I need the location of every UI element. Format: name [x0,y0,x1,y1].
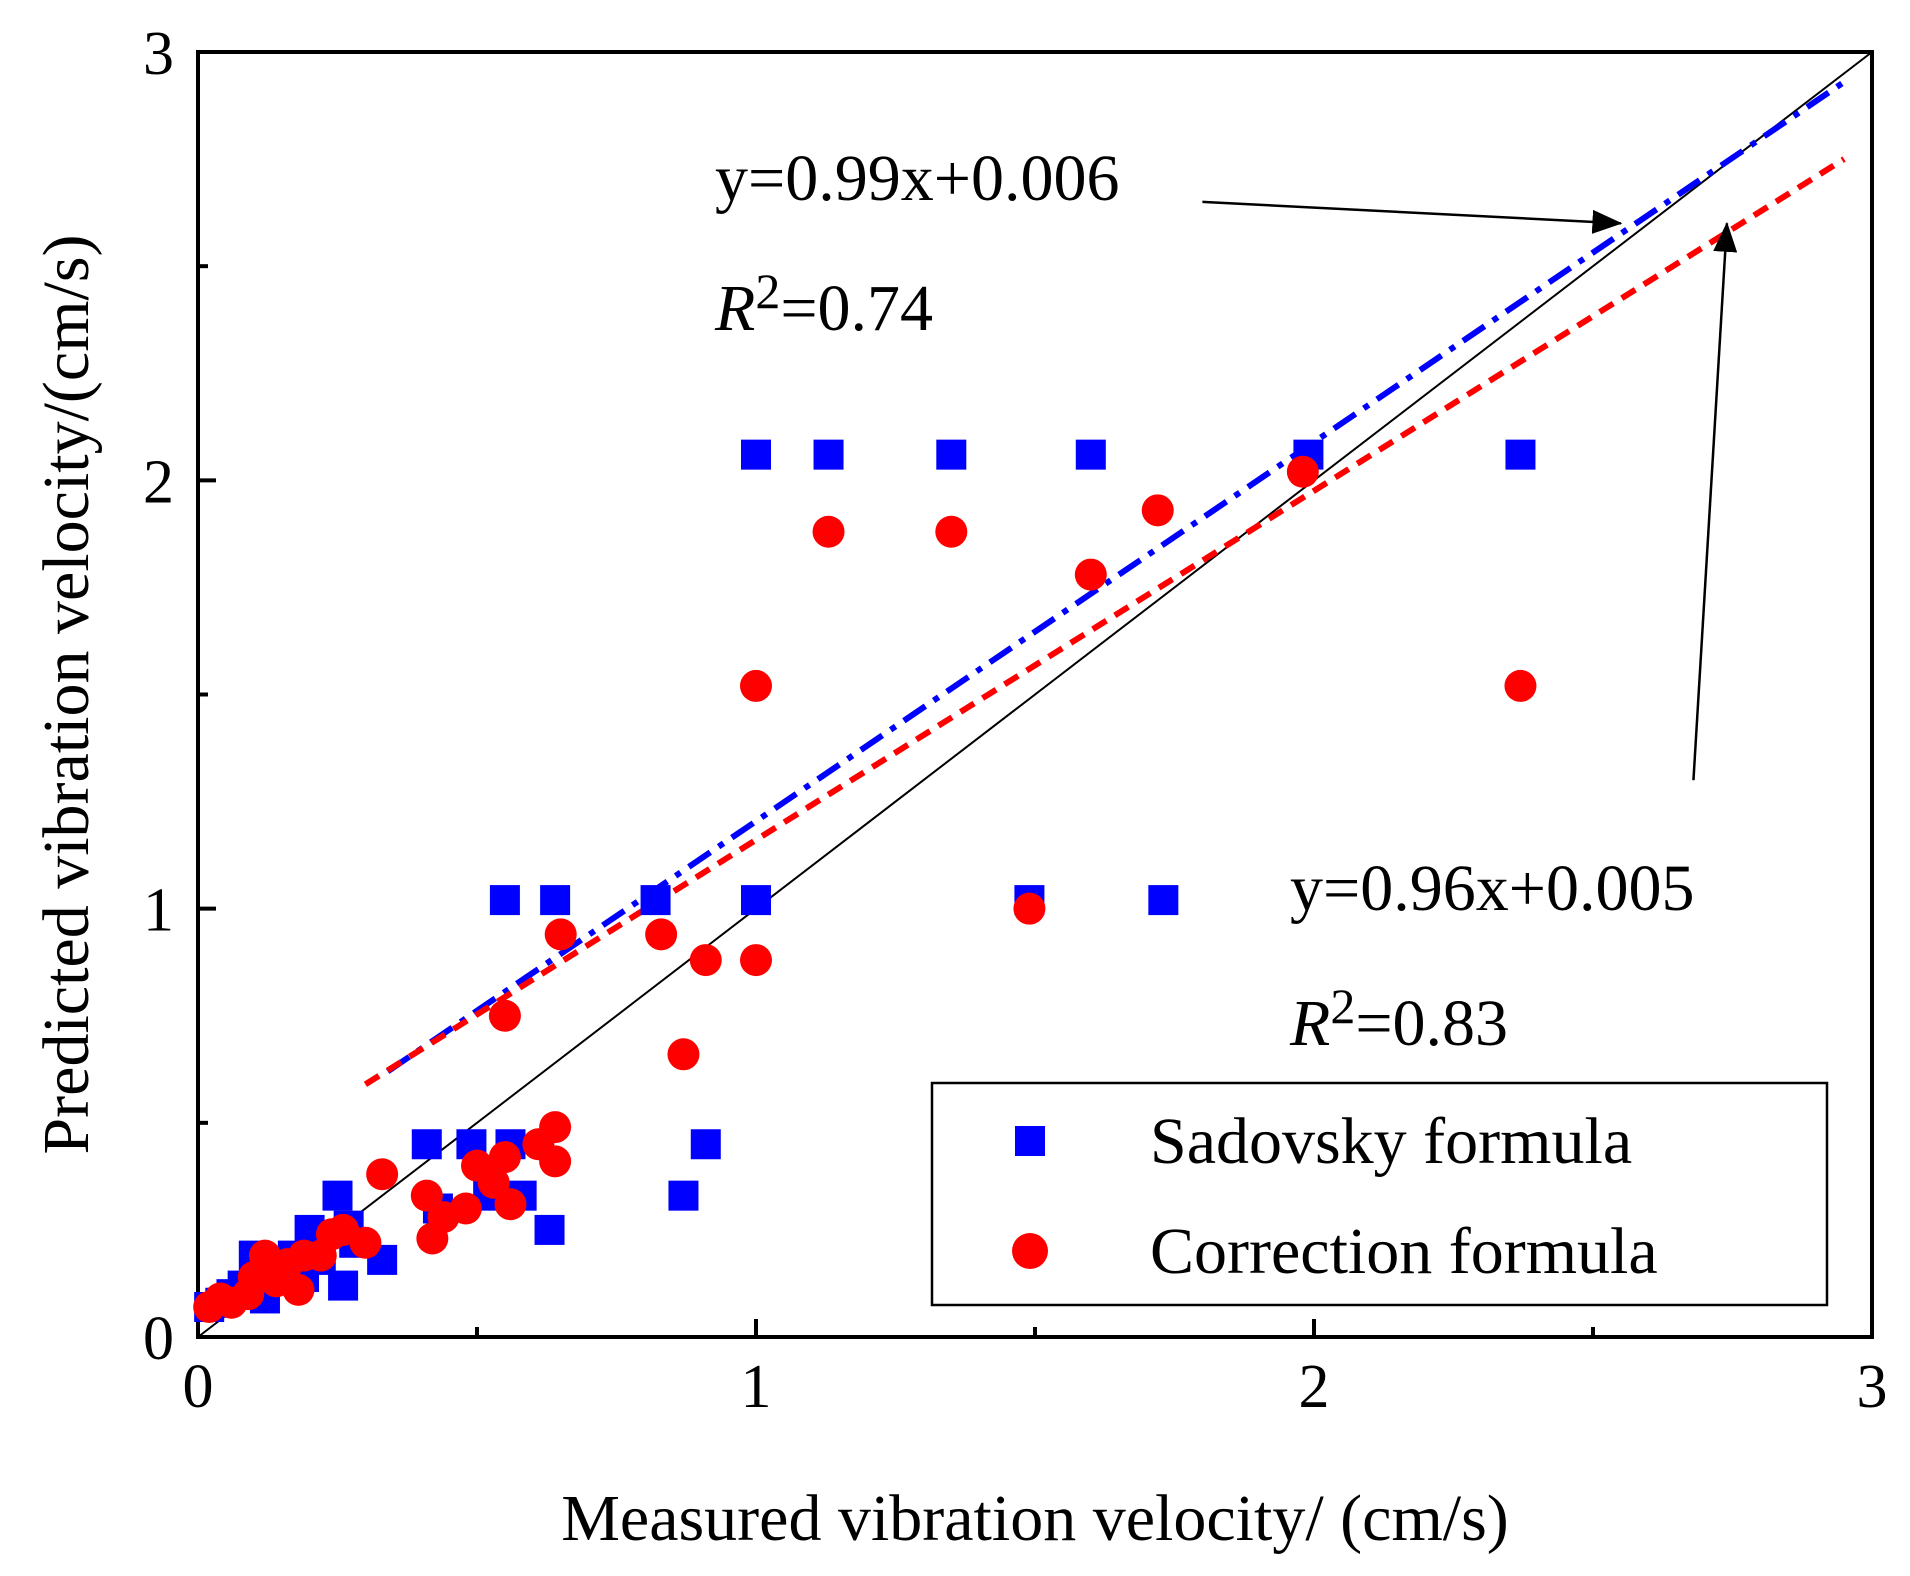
correction-point [366,1158,399,1191]
correction-point [282,1273,315,1306]
x-axis-title: Measured vibration velocity/ (cm/s) [561,1482,1509,1555]
correction-point [544,918,577,951]
sadovsky-arrow [1202,200,1623,234]
correction-point [935,515,968,548]
sadovsky-fit-line [386,79,1846,1074]
correction-fit-line [363,156,1846,1087]
sadovsky-point [411,1129,442,1160]
sadovsky-point [1505,439,1536,470]
x-tick-label: 2 [1299,1353,1330,1421]
legend-marker-circle [1012,1233,1048,1269]
correction-point [1504,669,1537,702]
sadovsky-point [690,1129,721,1160]
correction-point [812,515,845,548]
correction-point [689,944,722,977]
legend-label: Sadovsky formula [1150,1105,1632,1178]
sadovsky-point [328,1270,359,1301]
y-axis-title: Predicted vibration velocity/(cm/s) [30,234,103,1154]
r2-value: =0.83 [1355,987,1508,1060]
correction-arrow [1692,221,1738,781]
sadovsky-point [640,885,671,916]
correction-point [740,669,772,702]
correction-point [477,1166,510,1199]
sadovsky-point [741,439,771,470]
correction-point [1013,892,1046,925]
r2-exponent: 2 [755,263,780,319]
correction-point [645,918,678,951]
legend-label: Correction formula [1150,1215,1658,1288]
x-tick-label: 0 [183,1353,214,1421]
sadovsky-equation: y=0.99x+0.006 [715,142,1119,215]
sadovsky-point [813,439,844,470]
reference-line [197,51,1873,1338]
correction-point [539,1111,572,1144]
correction-point [740,944,772,977]
correction-point [1141,494,1174,527]
correction-point [1074,558,1107,591]
correction-point [667,1038,700,1071]
correction-equation: y=0.96x+0.005 [1290,852,1694,925]
sadovsky-point [1075,439,1106,470]
correction-point [488,1141,521,1174]
sadovsky-r2: R2=0.74 [714,263,933,345]
correction-point [410,1179,443,1212]
correction-point [449,1192,482,1225]
correction-r2: R2=0.83 [1289,978,1508,1060]
r2-exponent: 2 [1330,978,1355,1034]
y-tick-label: 0 [143,1305,174,1373]
sadovsky-point [540,885,571,916]
sadovsky-point [489,885,520,916]
y-tick-label: 3 [143,20,174,88]
correction-point [539,1145,572,1178]
sadovsky-point [741,885,771,916]
r2-symbol: R [714,272,755,345]
correction-point [1286,455,1319,488]
r2-symbol: R [1289,987,1330,1060]
legend-box [930,1081,1829,1307]
sadovsky-point [668,1180,699,1211]
r2-value: =0.74 [780,272,933,345]
sadovsky-point [936,439,967,470]
sadovsky-point [534,1214,565,1245]
y-tick-label: 1 [143,877,174,945]
correction-point [488,999,521,1032]
y-tick-label: 2 [143,448,174,516]
sadovsky-point [1148,885,1179,916]
correction-point [494,1188,527,1221]
legend-marker-square [1015,1126,1045,1156]
x-tick-label: 3 [1857,1353,1888,1421]
sadovsky-point [322,1180,353,1211]
x-tick-label: 1 [741,1353,772,1421]
correction-point [349,1226,382,1259]
